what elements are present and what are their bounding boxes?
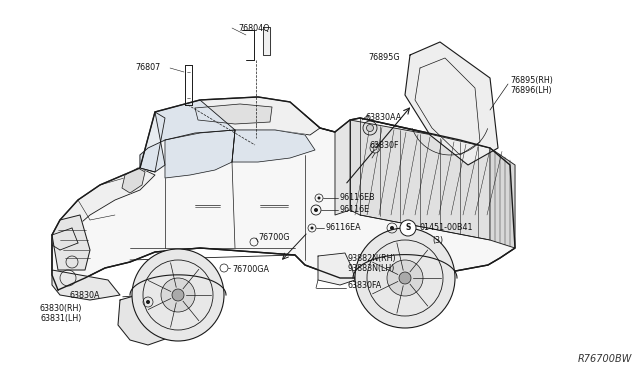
Polygon shape <box>140 97 320 168</box>
Circle shape <box>161 278 195 312</box>
Polygon shape <box>318 253 355 285</box>
Circle shape <box>373 146 377 150</box>
Text: 63831(LH): 63831(LH) <box>40 314 82 324</box>
Text: 63830(RH): 63830(RH) <box>40 304 82 312</box>
Circle shape <box>146 300 150 304</box>
Polygon shape <box>122 168 145 193</box>
Polygon shape <box>405 42 498 165</box>
Circle shape <box>172 289 184 301</box>
Polygon shape <box>350 120 490 240</box>
Text: (3): (3) <box>432 235 443 244</box>
Circle shape <box>367 125 374 131</box>
Polygon shape <box>490 148 515 248</box>
Polygon shape <box>335 120 350 215</box>
Polygon shape <box>232 130 315 162</box>
Text: 01451-00B41: 01451-00B41 <box>420 224 474 232</box>
Text: 96116EB: 96116EB <box>340 193 376 202</box>
Circle shape <box>400 220 416 236</box>
Text: 76700G: 76700G <box>258 234 289 243</box>
Text: 63830F: 63830F <box>370 141 399 151</box>
Text: 76804Q: 76804Q <box>238 23 269 32</box>
Text: 96116E: 96116E <box>340 205 370 215</box>
Text: S: S <box>405 224 411 232</box>
Text: 93883N(LH): 93883N(LH) <box>348 264 396 273</box>
Polygon shape <box>60 168 155 228</box>
Text: 63830AA: 63830AA <box>366 113 403 122</box>
Circle shape <box>387 260 423 296</box>
Circle shape <box>314 208 318 212</box>
Polygon shape <box>52 97 515 290</box>
Text: 76895G: 76895G <box>368 54 399 62</box>
Text: 76700GA: 76700GA <box>232 266 269 275</box>
Text: 76895(RH): 76895(RH) <box>510 76 553 84</box>
Circle shape <box>132 249 224 341</box>
Text: 96116EA: 96116EA <box>326 224 362 232</box>
Polygon shape <box>140 100 235 172</box>
Circle shape <box>390 226 394 230</box>
Polygon shape <box>52 215 90 270</box>
Text: 63830FA: 63830FA <box>348 280 382 289</box>
Circle shape <box>317 196 321 199</box>
Text: 76896(LH): 76896(LH) <box>510 87 552 96</box>
Polygon shape <box>118 292 175 345</box>
Circle shape <box>355 228 455 328</box>
Circle shape <box>310 227 314 230</box>
Text: 63830A: 63830A <box>70 291 100 299</box>
Circle shape <box>399 272 411 284</box>
Polygon shape <box>195 104 272 124</box>
Text: 76807: 76807 <box>136 64 161 73</box>
Polygon shape <box>165 130 235 178</box>
Text: 93882N(RH): 93882N(RH) <box>348 253 397 263</box>
Text: R76700BW: R76700BW <box>578 354 632 364</box>
Polygon shape <box>140 112 165 172</box>
Polygon shape <box>263 27 270 55</box>
Polygon shape <box>52 270 120 300</box>
